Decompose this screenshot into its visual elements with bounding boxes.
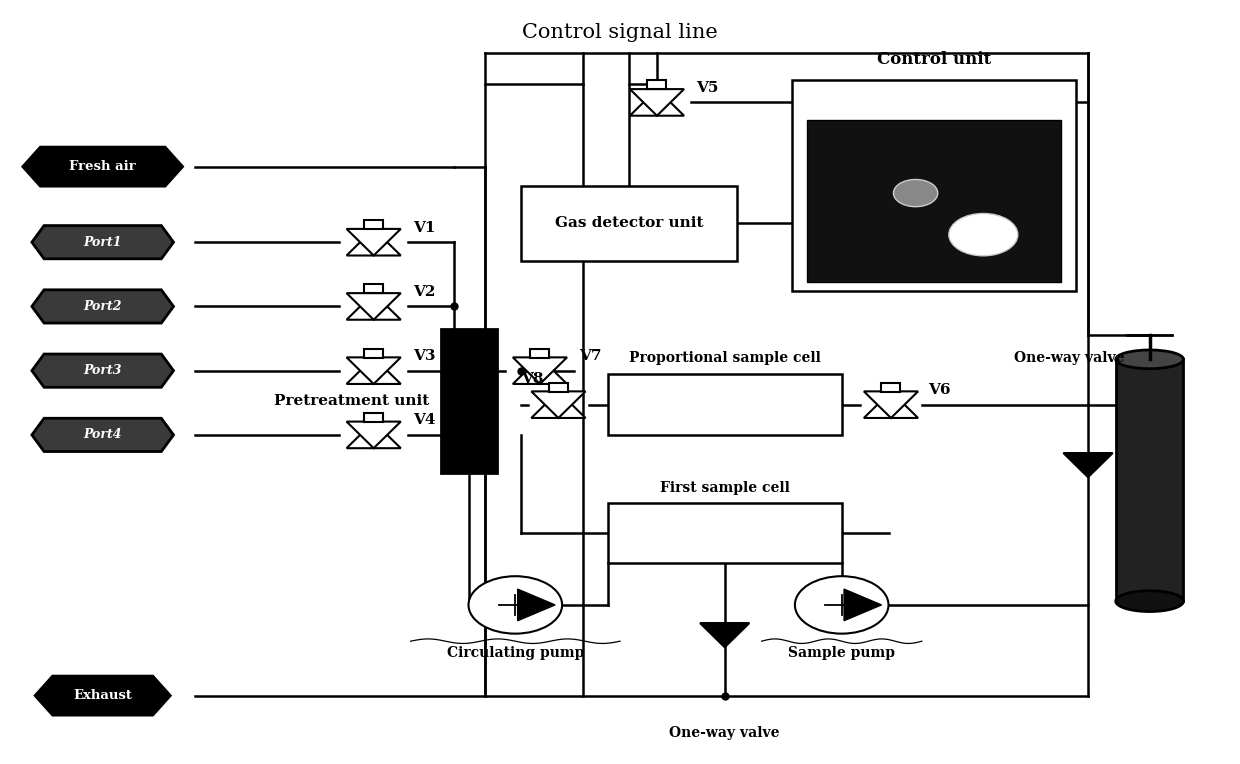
Polygon shape: [701, 623, 749, 647]
Polygon shape: [22, 147, 182, 186]
Bar: [365, 413, 383, 422]
Bar: [792, 79, 1076, 291]
Bar: [531, 348, 549, 358]
Text: Control signal line: Control signal line: [522, 23, 718, 42]
Polygon shape: [346, 422, 401, 448]
Bar: [882, 383, 900, 392]
Text: Port3: Port3: [83, 364, 122, 377]
Polygon shape: [517, 589, 556, 620]
Polygon shape: [346, 229, 401, 255]
Polygon shape: [346, 422, 401, 448]
Text: V3: V3: [413, 349, 435, 363]
Polygon shape: [844, 589, 882, 620]
Bar: [549, 383, 568, 392]
Ellipse shape: [1116, 591, 1183, 611]
Polygon shape: [346, 293, 401, 319]
Text: One-way valve: One-way valve: [670, 726, 780, 740]
Polygon shape: [630, 89, 684, 115]
Text: Control unit: Control unit: [877, 51, 991, 69]
Polygon shape: [32, 290, 174, 323]
Bar: [608, 374, 842, 435]
Text: Circulating pump: Circulating pump: [446, 646, 584, 661]
Polygon shape: [346, 229, 401, 255]
Polygon shape: [32, 354, 174, 387]
Text: V6: V6: [928, 383, 950, 397]
Polygon shape: [346, 358, 401, 384]
Circle shape: [795, 576, 889, 633]
Bar: [441, 329, 497, 473]
Bar: [365, 284, 383, 293]
Bar: [365, 220, 383, 229]
Text: V8: V8: [522, 372, 544, 386]
Polygon shape: [630, 89, 684, 115]
Polygon shape: [513, 358, 567, 384]
Text: Port2: Port2: [83, 300, 122, 313]
Polygon shape: [1064, 453, 1112, 478]
Text: Proportional sample cell: Proportional sample cell: [629, 351, 821, 365]
Polygon shape: [531, 391, 585, 418]
Bar: [647, 80, 666, 89]
Text: V1: V1: [413, 221, 435, 235]
Polygon shape: [531, 391, 585, 418]
Circle shape: [949, 213, 1018, 256]
Text: One-way valve: One-way valve: [1014, 351, 1125, 365]
Polygon shape: [864, 391, 918, 418]
Text: Port1: Port1: [83, 236, 122, 249]
Bar: [522, 186, 737, 261]
Ellipse shape: [1116, 350, 1183, 369]
Text: Port4: Port4: [83, 429, 122, 442]
Polygon shape: [32, 225, 174, 259]
Polygon shape: [864, 391, 918, 418]
Text: Pretreatment unit: Pretreatment unit: [274, 394, 429, 408]
Circle shape: [894, 180, 937, 207]
Text: V5: V5: [697, 81, 719, 95]
Bar: [807, 120, 1061, 282]
Polygon shape: [346, 358, 401, 384]
Text: V2: V2: [413, 285, 435, 299]
Text: V4: V4: [413, 413, 435, 427]
Circle shape: [469, 576, 562, 633]
Polygon shape: [35, 676, 170, 715]
Text: First sample cell: First sample cell: [660, 481, 790, 495]
Bar: [1116, 359, 1183, 601]
Polygon shape: [513, 358, 567, 384]
Bar: [608, 503, 842, 563]
Text: Exhaust: Exhaust: [73, 689, 133, 702]
Text: Gas detector unit: Gas detector unit: [556, 216, 703, 230]
Polygon shape: [32, 418, 174, 452]
Polygon shape: [346, 293, 401, 319]
Bar: [365, 348, 383, 358]
Text: Sample pump: Sample pump: [789, 646, 895, 661]
Text: Fresh air: Fresh air: [69, 160, 136, 173]
Text: V7: V7: [579, 349, 601, 363]
